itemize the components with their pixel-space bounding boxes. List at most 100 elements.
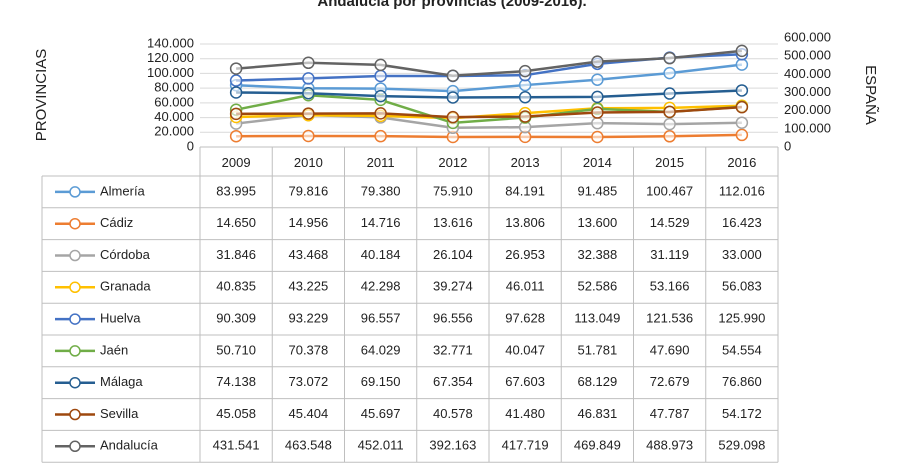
data-point bbox=[229, 62, 243, 75]
table-cell: 54.554 bbox=[722, 342, 762, 357]
x-tick-label: 2011 bbox=[367, 155, 395, 170]
data-point bbox=[229, 107, 243, 121]
table-cell: 70.378 bbox=[288, 342, 328, 357]
data-point bbox=[663, 117, 676, 131]
data-point bbox=[591, 90, 604, 104]
table-cell: 76.860 bbox=[722, 374, 762, 389]
table-cell: 39.274 bbox=[433, 279, 473, 294]
table-cell: 529.098 bbox=[718, 438, 765, 453]
table-cell: 13.600 bbox=[577, 215, 617, 230]
table-cell: 51.781 bbox=[577, 342, 617, 357]
data-point bbox=[735, 100, 749, 114]
y2-tick-label: 400.000 bbox=[784, 66, 831, 81]
table-cell: 14.956 bbox=[288, 215, 328, 230]
data-point bbox=[229, 86, 243, 99]
x-tick-label: 2009 bbox=[222, 155, 251, 170]
table-cell: 113.049 bbox=[574, 311, 620, 326]
table-cell: 96.556 bbox=[433, 311, 473, 326]
data-point bbox=[735, 44, 749, 58]
table-cell: 392.163 bbox=[429, 438, 476, 453]
table-cell: 93.229 bbox=[288, 311, 328, 326]
data-point bbox=[302, 72, 315, 85]
table-cell: 13.806 bbox=[505, 215, 545, 230]
table-cell: 40.047 bbox=[505, 342, 545, 357]
data-point bbox=[446, 69, 460, 83]
y-tick-label: 140.000 bbox=[147, 35, 194, 50]
table-cell: 40.578 bbox=[433, 406, 473, 421]
y2-tick-label: 100.000 bbox=[784, 120, 831, 135]
data-point bbox=[591, 130, 604, 144]
table-cell: 463.548 bbox=[285, 438, 332, 453]
table-cell: 33.000 bbox=[722, 247, 762, 262]
table-cell: 91.485 bbox=[577, 183, 617, 198]
data-point bbox=[229, 74, 243, 87]
table-cell: 45.058 bbox=[216, 406, 256, 421]
table-cell: 431.541 bbox=[213, 438, 260, 453]
data-point bbox=[302, 56, 315, 70]
table-cell: 73.072 bbox=[288, 374, 328, 389]
series-line bbox=[236, 133, 742, 139]
table-cell: 16.423 bbox=[722, 215, 762, 230]
table-cell: 46.831 bbox=[577, 406, 617, 421]
table-cell: 96.557 bbox=[361, 311, 401, 326]
legend-marker bbox=[69, 408, 81, 421]
table-cell: 84.191 bbox=[505, 183, 545, 198]
table-cell: 14.529 bbox=[650, 215, 690, 230]
legend-marker bbox=[69, 281, 81, 294]
x-tick-label: 2015 bbox=[655, 155, 684, 170]
table-cell: 43.468 bbox=[288, 247, 328, 262]
data-point bbox=[302, 129, 315, 143]
legend-marker bbox=[69, 249, 81, 262]
y-tick-label: 100.000 bbox=[147, 65, 194, 80]
data-point bbox=[591, 116, 604, 130]
legend-marker bbox=[69, 186, 81, 198]
table-cell: 417.719 bbox=[502, 438, 549, 453]
legend-label: Jaén bbox=[100, 342, 128, 357]
data-point bbox=[302, 107, 315, 120]
table-cell: 14.650 bbox=[216, 215, 256, 230]
legend-label: Andalucía bbox=[100, 438, 159, 453]
x-tick-label: 2010 bbox=[294, 155, 323, 170]
table-cell: 83.995 bbox=[216, 183, 256, 198]
data-point bbox=[663, 87, 676, 100]
data-point bbox=[302, 86, 315, 100]
y2-tick-label: 600.000 bbox=[784, 29, 831, 44]
data-point bbox=[591, 106, 604, 119]
table-cell: 64.029 bbox=[361, 342, 401, 357]
table-cell: 68.129 bbox=[577, 374, 617, 389]
data-point bbox=[374, 107, 387, 120]
table-cell: 79.816 bbox=[288, 183, 328, 198]
table-cell: 45.697 bbox=[361, 406, 401, 421]
table-cell: 97.628 bbox=[505, 311, 545, 326]
data-point bbox=[374, 69, 387, 83]
table-cell: 13.616 bbox=[433, 215, 473, 230]
legend-marker bbox=[69, 345, 81, 357]
y2-tick-label: 0 bbox=[784, 138, 791, 153]
data-point bbox=[591, 73, 604, 86]
x-tick-label: 2012 bbox=[438, 155, 467, 170]
data-point bbox=[735, 116, 749, 129]
table-cell: 90.309 bbox=[216, 311, 256, 326]
table-cell: 121.536 bbox=[646, 311, 693, 326]
data-point bbox=[518, 64, 532, 78]
table-cell: 40.184 bbox=[361, 247, 401, 262]
data-point bbox=[518, 110, 532, 123]
data-point bbox=[735, 128, 749, 142]
table-cell: 47.690 bbox=[650, 342, 690, 357]
table-cell: 452.011 bbox=[358, 438, 404, 453]
y2-axis-label: ESPAÑA bbox=[862, 65, 879, 125]
table-cell: 469.849 bbox=[574, 438, 621, 453]
table-cell: 54.172 bbox=[722, 406, 762, 421]
table-cell: 47.787 bbox=[650, 406, 690, 421]
y2-tick-label: 500.000 bbox=[784, 48, 831, 63]
table-cell: 45.404 bbox=[288, 406, 328, 421]
legend-label: Córdoba bbox=[100, 247, 151, 262]
data-point bbox=[663, 66, 676, 80]
y2-tick-label: 200.000 bbox=[784, 102, 831, 117]
data-point bbox=[518, 91, 532, 104]
y-axis-label: PROVINCIAS bbox=[33, 49, 50, 142]
table-cell: 72.679 bbox=[650, 374, 690, 389]
table-cell: 14.716 bbox=[361, 215, 401, 230]
table-cell: 112.016 bbox=[719, 183, 765, 198]
